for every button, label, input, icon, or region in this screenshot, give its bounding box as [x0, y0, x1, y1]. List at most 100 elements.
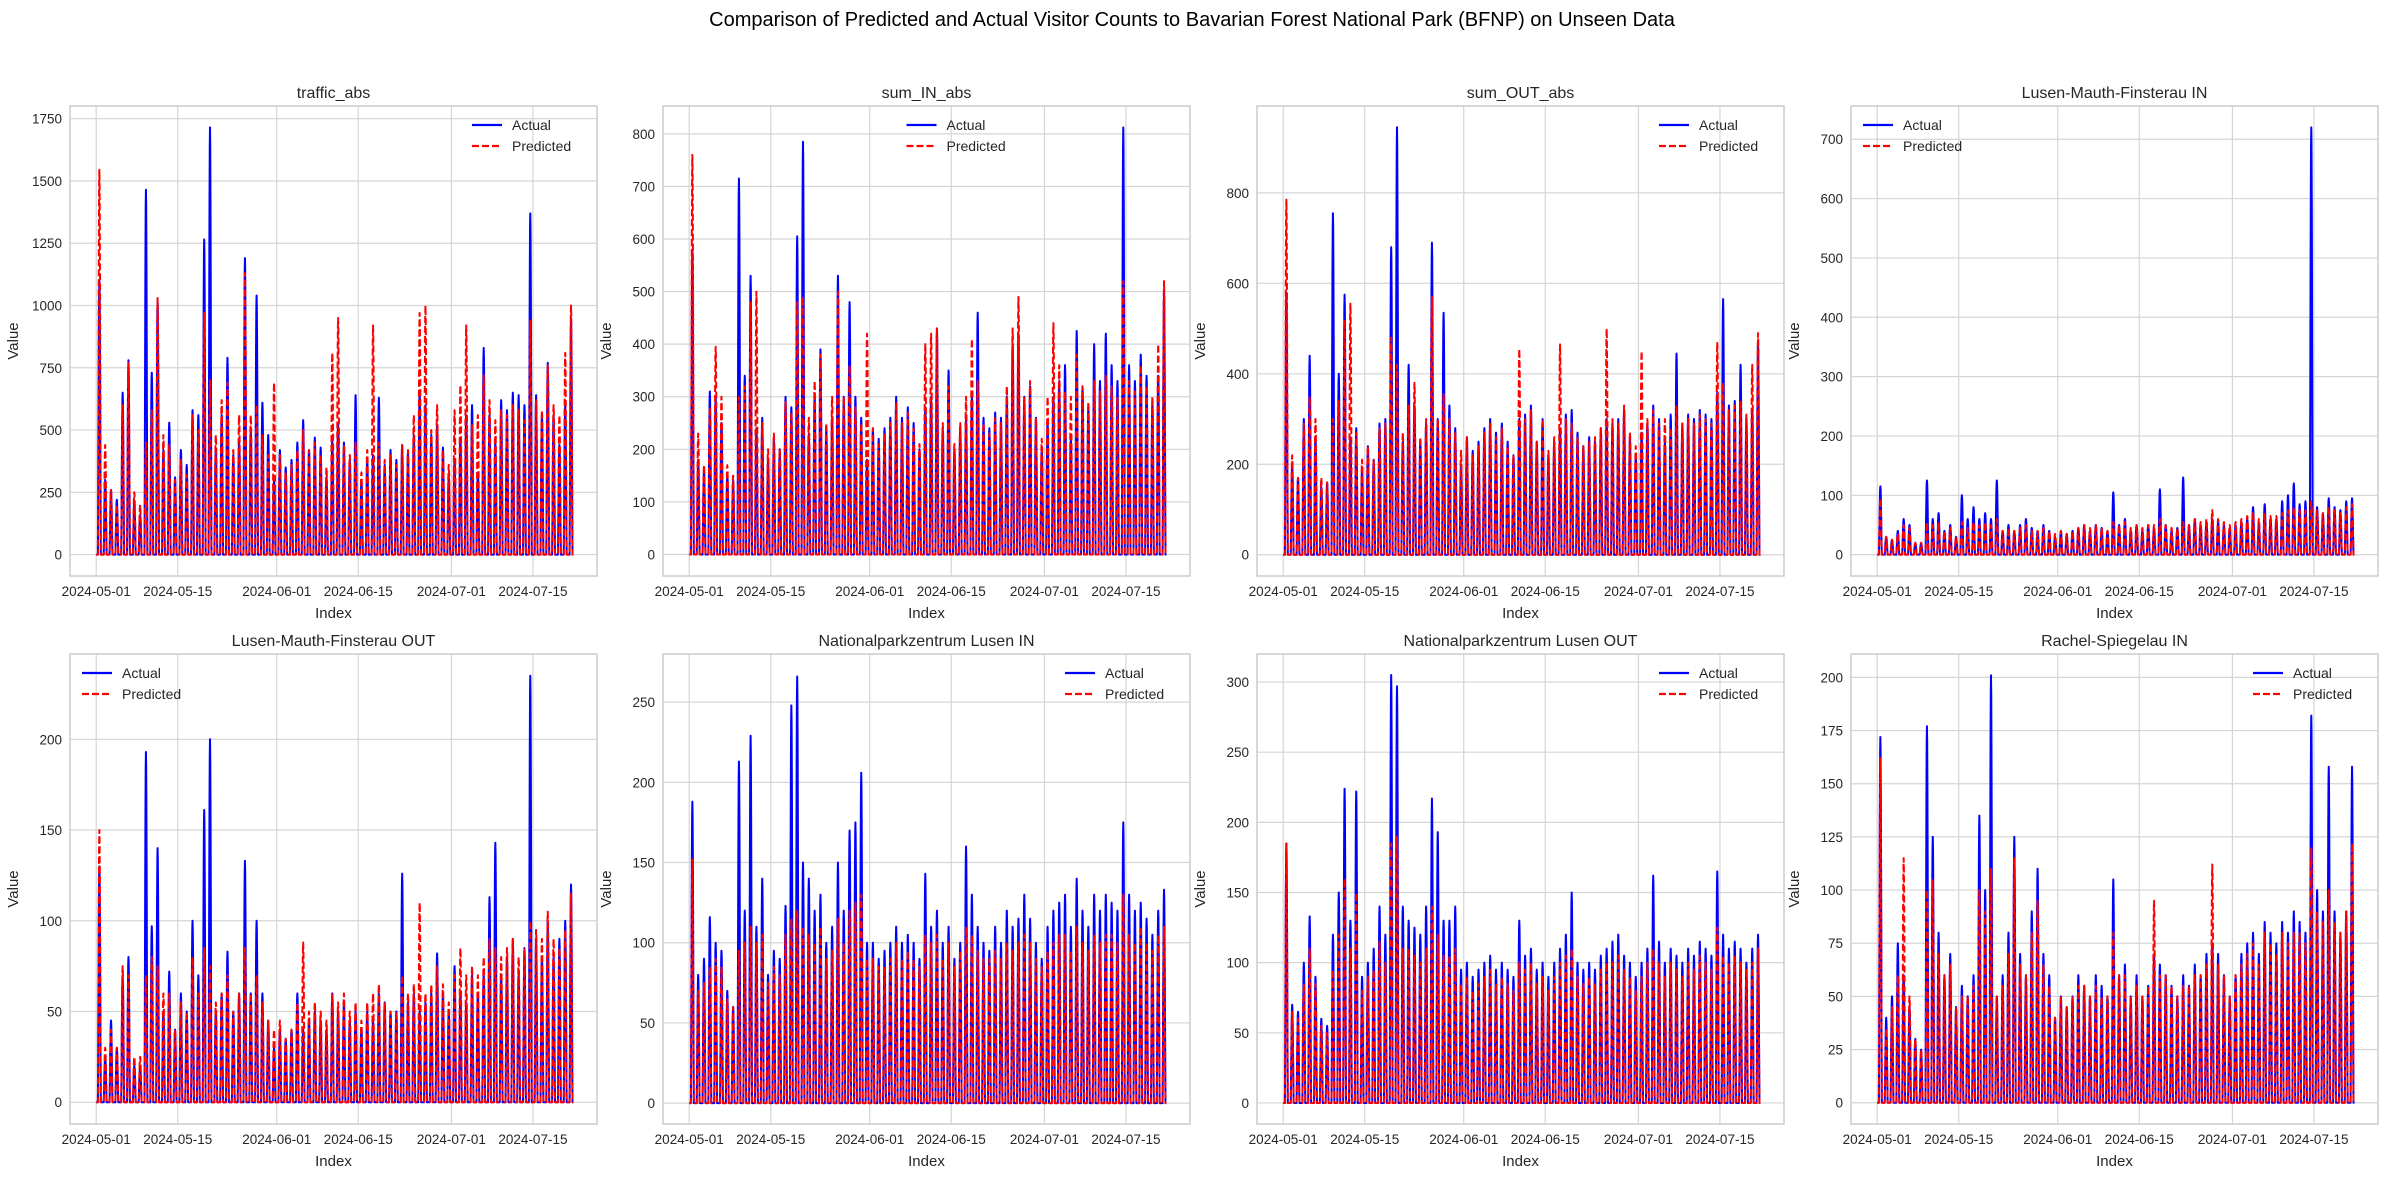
y-axis-label: Value — [1192, 322, 1209, 359]
x-tick-label: 2024-07-15 — [2279, 584, 2348, 599]
axes-frame — [662, 105, 1191, 577]
legend: Actual Predicted — [82, 665, 181, 702]
y-tick-label: 250 — [39, 485, 62, 500]
x-tick-label: 2024-07-01 — [1604, 584, 1673, 599]
legend: Actual Predicted — [1659, 665, 1758, 702]
subplot-6: Nationalparkzentrum Lusen IN 2024-05-01 20… — [598, 633, 1191, 1170]
y-axis-label: Value — [5, 322, 22, 359]
predicted-line — [95, 829, 575, 1104]
x-tick-label: 2024-07-15 — [2279, 1132, 2348, 1147]
x-tick-label: 2024-05-15 — [736, 584, 805, 599]
legend-label: Predicted — [2293, 686, 2352, 702]
x-axis-label: Index — [1502, 1153, 1539, 1170]
y-axis-label: Value — [598, 870, 615, 907]
x-tick-label: 2024-06-01 — [2023, 584, 2092, 599]
axes-frame — [69, 653, 598, 1125]
predicted-line — [1282, 835, 1762, 1104]
y-tick-label: 150 — [1820, 777, 1843, 792]
legend: Actual Predicted — [2253, 665, 2352, 702]
x-tick-label: 2024-06-15 — [324, 1132, 393, 1147]
subplot-8: Rachel-Spiegelau IN 2024-05-01 2024-05-15 2… — [1786, 633, 2379, 1170]
x-tick-label: 2024-06-15 — [1511, 584, 1580, 599]
actual-line — [688, 675, 1168, 1105]
x-tick-label: 2024-05-01 — [655, 1132, 724, 1147]
y-tick-label: 600 — [632, 232, 655, 247]
legend-label: Predicted — [947, 138, 1006, 154]
y-tick-label: 0 — [54, 1095, 62, 1110]
predicted-line — [688, 153, 1168, 556]
legend: Actual Predicted — [472, 117, 571, 154]
y-tick-label: 800 — [1226, 186, 1249, 201]
y-tick-label: 300 — [1226, 675, 1249, 690]
axes-frame — [1256, 653, 1785, 1125]
subplot-title: sum_OUT_abs — [1467, 85, 1575, 102]
y-tick-label: 0 — [647, 1096, 655, 1111]
y-tick-label: 200 — [632, 442, 655, 457]
actual-line — [1876, 126, 2356, 556]
y-tick-label: 700 — [1820, 132, 1843, 147]
y-tick-label: 700 — [632, 179, 655, 194]
legend-label: Predicted — [1699, 686, 1758, 702]
plot-area — [688, 675, 1168, 1105]
y-tick-label: 0 — [1241, 1096, 1249, 1111]
y-tick-label: 300 — [632, 390, 655, 405]
x-tick-label: 2024-05-15 — [1330, 584, 1399, 599]
y-tick-label: 0 — [647, 547, 655, 562]
predicted-line — [1876, 497, 2356, 556]
plot-area — [1282, 126, 1762, 556]
x-tick-label: 2024-05-15 — [736, 1132, 805, 1147]
plot-area — [1876, 126, 2356, 556]
x-axis-label: Index — [315, 1153, 352, 1170]
y-axis-label: Value — [598, 322, 615, 359]
y-axis-label: Value — [1786, 870, 1803, 907]
legend-label: Actual — [2293, 665, 2332, 681]
x-tick-label: 2024-05-01 — [62, 1132, 131, 1147]
y-tick-label: 50 — [1234, 1026, 1249, 1041]
y-tick-label: 500 — [632, 285, 655, 300]
subplot-3: sum_OUT_abs 2024-05-01 2024-05-15 2024-06-0… — [1192, 85, 1785, 622]
x-tick-label: 2024-07-01 — [1604, 1132, 1673, 1147]
legend: Actual Predicted — [1863, 117, 1962, 154]
y-tick-label: 1500 — [32, 174, 62, 189]
legend-label: Actual — [1699, 117, 1738, 133]
legend: Actual Predicted — [1065, 665, 1164, 702]
y-tick-label: 50 — [640, 1016, 655, 1031]
x-tick-label: 2024-07-15 — [1091, 584, 1160, 599]
y-tick-label: 400 — [632, 337, 655, 352]
y-axis-label: Value — [1192, 870, 1209, 907]
subplot-2: sum_IN_abs 2024-05-01 2024-05-15 2024-06-01… — [598, 85, 1191, 622]
subplot-title: Rachel-Spiegelau IN — [2041, 633, 2188, 650]
subplot-1: traffic_abs 2024-05-01 2024-05-15 2024-06-0… — [5, 85, 598, 622]
y-tick-label: 200 — [1820, 670, 1843, 685]
y-axis-label: Value — [5, 870, 22, 907]
x-tick-label: 2024-07-01 — [417, 1132, 486, 1147]
plot-area — [95, 674, 575, 1104]
x-tick-label: 2024-07-15 — [498, 584, 567, 599]
x-tick-label: 2024-05-15 — [1924, 584, 1993, 599]
x-axis-label: Index — [315, 605, 352, 622]
y-tick-label: 100 — [632, 936, 655, 951]
axes-frame — [1850, 105, 2379, 577]
y-tick-label: 100 — [1820, 488, 1843, 503]
y-tick-label: 250 — [632, 695, 655, 710]
x-tick-label: 2024-06-15 — [917, 584, 986, 599]
axes-frame — [1256, 105, 1785, 577]
x-tick-label: 2024-06-01 — [242, 584, 311, 599]
x-tick-label: 2024-05-15 — [1330, 1132, 1399, 1147]
legend-label: Predicted — [1903, 138, 1962, 154]
x-tick-label: 2024-06-15 — [917, 1132, 986, 1147]
y-tick-label: 175 — [1820, 724, 1843, 739]
y-tick-label: 100 — [632, 495, 655, 510]
predicted-line — [95, 168, 575, 556]
x-tick-label: 2024-07-15 — [1685, 1132, 1754, 1147]
x-tick-label: 2024-06-01 — [242, 1132, 311, 1147]
subplot-title: Nationalparkzentrum Lusen IN — [818, 633, 1034, 650]
y-tick-label: 100 — [1820, 883, 1843, 898]
x-axis-label: Index — [908, 1153, 945, 1170]
plot-area — [1282, 674, 1762, 1104]
y-tick-label: 0 — [1835, 548, 1843, 563]
x-tick-label: 2024-05-15 — [143, 1132, 212, 1147]
y-tick-label: 1250 — [32, 236, 62, 251]
predicted-line — [688, 858, 1168, 1105]
